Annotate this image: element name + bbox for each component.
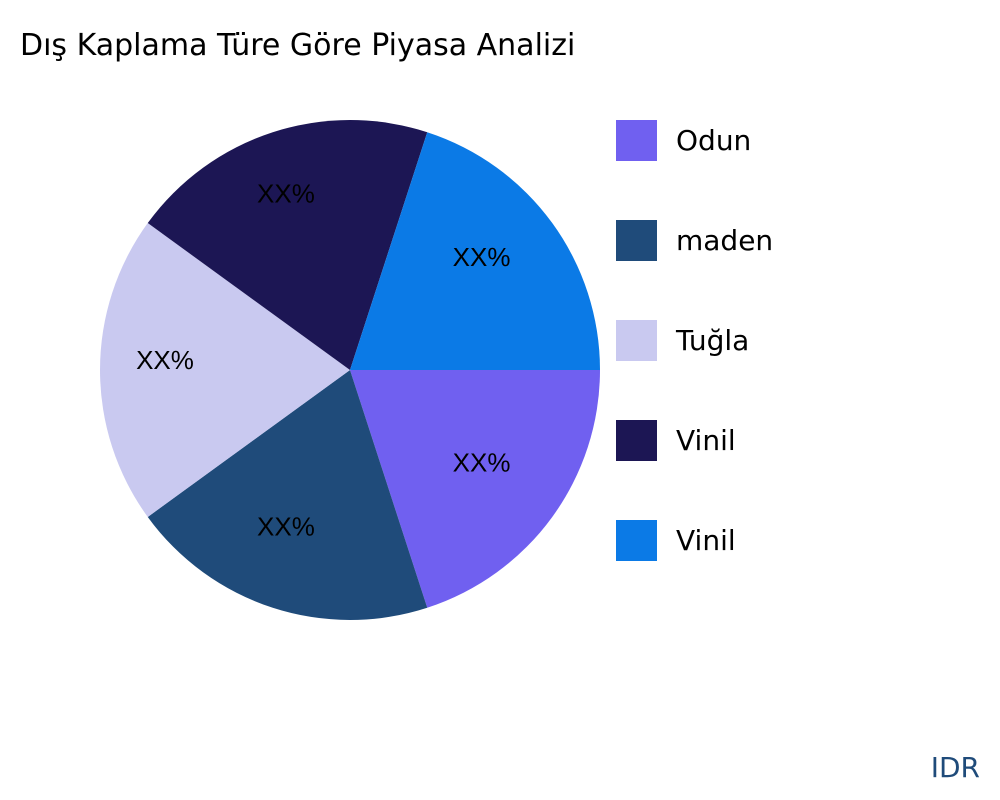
legend-label: Vinil — [676, 523, 736, 557]
legend-item: Tuğla — [616, 319, 750, 361]
data-label: XX% — [257, 511, 315, 541]
legend-swatch — [616, 419, 657, 461]
data-label: XX% — [453, 448, 511, 478]
legend-item: Vinil — [616, 519, 736, 561]
legend-item: maden — [616, 219, 774, 261]
legend-swatch — [616, 219, 657, 261]
pie-slice-4 — [147, 120, 428, 370]
legend-item: Odun — [616, 119, 752, 161]
legend-item: Vinil — [616, 419, 736, 461]
legend-swatch — [616, 319, 657, 361]
legend-label: maden — [676, 223, 774, 257]
legend-label: Tuğla — [676, 323, 750, 357]
data-label: XX% — [453, 242, 511, 272]
legend-label: Odun — [676, 123, 752, 157]
pie-slice-2 — [147, 370, 428, 620]
legend-swatch — [616, 519, 657, 561]
pie-slice-1 — [350, 370, 600, 608]
chart-title: Dış Kaplama Türe Göre Piyasa Analizi — [20, 28, 576, 63]
brand-logo: IDR — [930, 751, 980, 784]
legend-swatch — [616, 119, 657, 161]
data-label: XX% — [257, 178, 315, 208]
data-label: XX% — [136, 345, 194, 375]
pie-slice-3 — [100, 223, 350, 517]
legend-label: Vinil — [676, 423, 736, 457]
pie-slice-5 — [350, 132, 600, 370]
